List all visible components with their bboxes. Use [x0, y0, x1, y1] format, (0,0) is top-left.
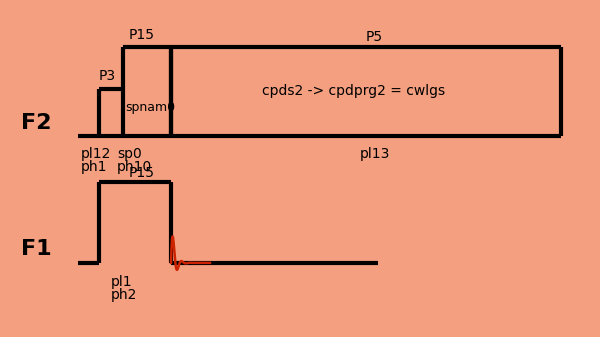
Text: ph10: ph10 — [117, 160, 152, 174]
Text: P15: P15 — [129, 28, 155, 42]
Text: sp0: sp0 — [117, 147, 142, 161]
Text: ph2: ph2 — [111, 288, 137, 302]
Text: P15: P15 — [129, 166, 155, 180]
Text: cpds2 -> cpdprg2 = cwlgs: cpds2 -> cpdprg2 = cwlgs — [262, 84, 446, 98]
Text: pl1: pl1 — [111, 275, 133, 289]
Text: pl13: pl13 — [360, 147, 391, 161]
Text: pl12: pl12 — [81, 147, 112, 161]
Text: F2: F2 — [21, 113, 51, 133]
Text: P5: P5 — [366, 30, 383, 44]
Text: F1: F1 — [20, 239, 52, 259]
Text: ph1: ph1 — [81, 160, 107, 174]
Text: P3: P3 — [99, 68, 116, 83]
Text: spnam0: spnam0 — [125, 101, 175, 114]
